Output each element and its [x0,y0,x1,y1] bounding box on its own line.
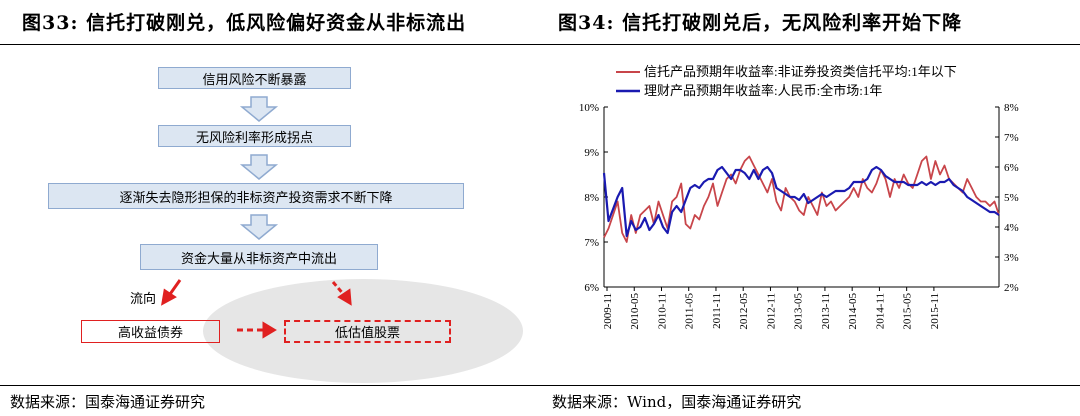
y-right-tick-label: 4% [1004,222,1019,234]
rate-chart-svg: 信托产品预期年收益率:非证券投资类信托平均:1年以下 理财产品预期年收益率:人民… [579,64,1019,330]
down-arrow-icon [239,214,279,240]
x-tick-label: 2011-11 [711,293,723,329]
x-tick-label: 2013-11 [820,293,832,329]
x-tick-label: 2012-11 [765,293,777,329]
left-figure-title: 图33: 信托打破刚兑，低风险偏好资金从非标流出 [22,8,466,35]
top-rule [0,44,1080,45]
left-figure-caption: 信托打破刚兑，低风险偏好资金从非标流出 [86,12,467,34]
x-tick-label: 2014-11 [874,293,886,329]
flow-step-credit-risk: 信用风险不断暴露 [158,67,351,89]
flow-step-capital-outflow: 资金大量从非标资产中流出 [140,244,378,270]
x-tick-label: 2015-11 [929,293,941,329]
y-left-tick-label: 10% [579,102,599,114]
right-figure-title: 图34: 信托打破刚兑后，无风险利率开始下降 [558,8,962,35]
y-right-tick-label: 5% [1004,192,1019,204]
flow-ellipse [203,279,523,383]
flow-direction-label: 流向 [130,292,157,307]
series-line-wealth [602,165,1000,238]
low-valuation-stock-box: 低估值股票 [284,320,451,343]
flow-step-riskfree-rate: 无风险利率形成拐点 [158,125,351,147]
y-right-tick-label: 2% [1004,282,1019,294]
bottom-rule [0,385,1080,386]
arrow-head-icon [262,321,277,339]
arrow-head-icon [337,288,352,306]
flow-arrow-right [331,281,347,297]
y-right-tick-label: 6% [1004,162,1019,174]
x-tick-label: 2011-05 [684,293,696,330]
down-arrow-icon [239,96,279,122]
left-figure-number: 图33: [22,12,79,34]
arrow-head-icon [161,288,177,306]
flow-step-nonstandard-demand: 逐渐失去隐形担保的非标资产投资需求不断下降 [48,183,464,209]
right-figure-number: 图34: [558,12,615,34]
y-right-tick-label: 3% [1004,252,1019,264]
x-tick-label: 2010-05 [629,293,641,330]
high-yield-bond-box: 高收益债券 [81,320,220,343]
y-left-tick-label: 7% [584,237,599,249]
left-source-note: 数据来源：国泰海通证券研究 [10,393,206,411]
right-figure-caption: 信托打破刚兑后，无风险利率开始下降 [622,12,963,34]
y-right-tick-label: 7% [1004,132,1019,144]
series-line-trust [603,155,1000,243]
y-left-tick-label: 8% [584,192,599,204]
y-left-tick-label: 9% [584,147,599,159]
y-left-tick-label: 6% [584,282,599,294]
x-tick-label: 2009-11 [602,293,614,329]
x-tick-label: 2015-05 [902,293,914,330]
x-tick-label: 2012-05 [738,293,750,330]
down-arrow-icon [239,154,279,180]
y-right-tick-label: 8% [1004,102,1019,114]
x-tick-label: 2010-11 [656,293,668,329]
right-source-note: 数据来源：Wind，国泰海通证券研究 [552,393,802,411]
x-tick-label: 2013-05 [793,293,805,330]
legend-label-trust: 信托产品预期年收益率:非证券投资类信托平均:1年以下 [644,64,957,79]
legend-label-wealth: 理财产品预期年收益率:人民币:全市场:1年 [644,83,882,98]
x-tick-label: 2014-05 [847,293,859,330]
flow-diagram-graphics [161,96,523,383]
